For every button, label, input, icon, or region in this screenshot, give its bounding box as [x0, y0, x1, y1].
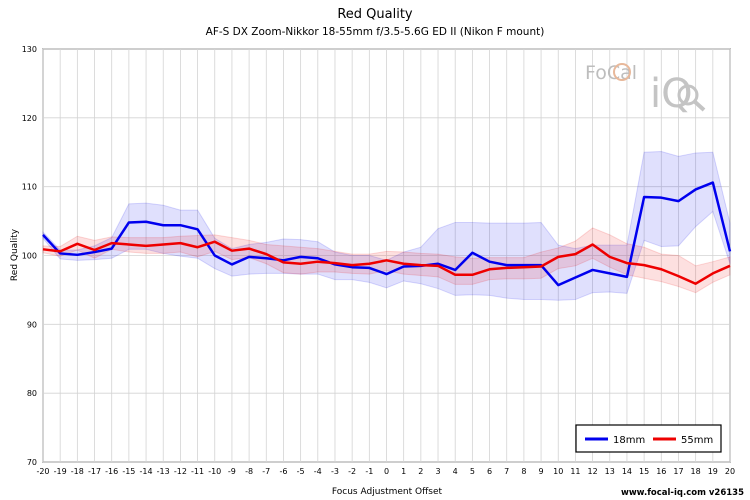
- x-tick-label: -12: [174, 467, 187, 476]
- legend: 18mm 55mm: [575, 424, 722, 453]
- y-axis-label: Red Quality: [10, 228, 20, 281]
- x-tick-label: -16: [105, 467, 118, 476]
- x-axis-label: Focus Adjustment Offset: [332, 487, 443, 497]
- x-tick-label: 19: [708, 467, 718, 476]
- x-tick-label: -9: [228, 467, 236, 476]
- x-tick-label: -13: [157, 467, 170, 476]
- watermark: www.focal-iq.com v26135: [620, 488, 744, 498]
- x-tick-label: 14: [622, 467, 632, 476]
- x-tick-label: -2: [348, 467, 356, 476]
- y-tick-label: 100: [22, 252, 37, 261]
- x-tick-label: -3: [331, 467, 339, 476]
- logo-magnifier-icon: [677, 84, 699, 106]
- legend-label-55mm: 55mm: [681, 435, 713, 446]
- y-tick-label: 120: [22, 114, 37, 123]
- y-tick-label: 70: [27, 458, 37, 467]
- x-tick-label: -18: [71, 467, 84, 476]
- x-tick-label: -15: [122, 467, 135, 476]
- series-lines: [42, 181, 732, 287]
- x-tick-label: -20: [36, 467, 49, 476]
- x-tick-label: -5: [297, 467, 305, 476]
- x-tick-label: -11: [191, 467, 204, 476]
- x-tick-label: -19: [54, 467, 67, 476]
- series-line-55mm: [42, 240, 731, 285]
- logo-text-top: FoCal: [585, 62, 637, 84]
- chart-subtitle: AF-S DX Zoom-Nikkor 18-55mm f/3.5-5.6G E…: [205, 26, 545, 38]
- x-tick-label: 15: [639, 467, 649, 476]
- x-tick-label: -1: [365, 467, 373, 476]
- x-tick-label: 16: [656, 467, 666, 476]
- x-tick-label: 0: [384, 467, 389, 476]
- grid: [42, 48, 731, 463]
- x-tick-label: 9: [539, 467, 544, 476]
- x-tick-label: 10: [553, 467, 563, 476]
- x-tick-label: 1: [401, 467, 406, 476]
- band-18mm: [42, 151, 731, 301]
- x-tick-label: 13: [605, 467, 615, 476]
- x-tick-label: -4: [314, 467, 322, 476]
- x-tick-label: 12: [588, 467, 598, 476]
- logo-ring: [613, 63, 631, 81]
- series-line-18mm: [42, 181, 732, 287]
- x-tick-label: 17: [673, 467, 683, 476]
- x-tick-label: 18: [691, 467, 701, 476]
- x-tick-label: 5: [470, 467, 475, 476]
- y-tick-label: 90: [27, 320, 37, 329]
- y-tick-label: 110: [22, 183, 37, 192]
- x-tick-label: 2: [418, 467, 423, 476]
- x-tick-label: -7: [262, 467, 270, 476]
- tick-labels: -20 -19 -18 -17 -16 -15 -14 -13 -12 -11 -10 -9 -8 -7-…: [22, 45, 735, 476]
- chart-title: Red Quality: [337, 7, 413, 22]
- x-tick-label: 3: [435, 467, 440, 476]
- legend-label-18mm: 18mm: [613, 435, 645, 446]
- x-tick-label: -10: [208, 467, 221, 476]
- logo-text-bottom: iQ: [650, 71, 693, 117]
- focal-iq-logo: FoCal iQ: [585, 62, 706, 117]
- x-tick-label: -14: [140, 467, 153, 476]
- logo-magnifier-handle: [692, 99, 706, 112]
- x-tick-label: 20: [725, 467, 735, 476]
- x-tick-label: -17: [88, 467, 101, 476]
- x-tick-label: 6: [487, 467, 492, 476]
- x-tick-label: 7: [504, 467, 509, 476]
- y-tick-label: 130: [22, 45, 37, 54]
- x-tick-label: 11: [570, 467, 580, 476]
- x-tick-label: -8: [245, 467, 253, 476]
- x-tick-label: 4: [453, 467, 458, 476]
- y-tick-label: 80: [27, 389, 37, 398]
- x-tick-label: 8: [521, 467, 526, 476]
- x-tick-label: -6: [279, 467, 287, 476]
